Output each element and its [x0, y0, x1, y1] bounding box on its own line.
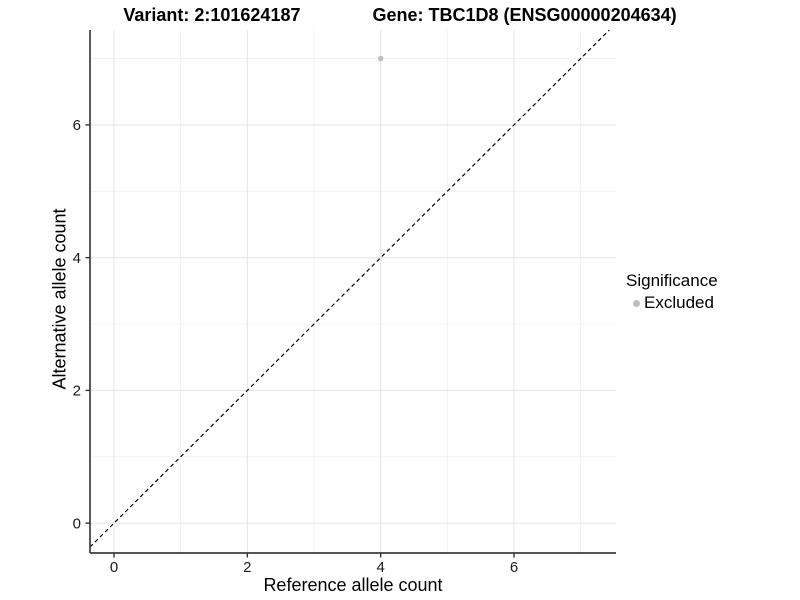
y-tick-label: 0: [73, 515, 81, 532]
grid-minor: [90, 30, 616, 553]
x-tick-label: 4: [376, 559, 384, 576]
gene-title: Gene: TBC1D8 (ENSG00000204634): [372, 5, 677, 25]
variant-title: Variant: 2:101624187: [123, 5, 301, 25]
x-axis-label: Reference allele count: [263, 575, 443, 595]
x-tick-label: 2: [243, 559, 251, 576]
legend-title: Significance: [626, 271, 718, 290]
y-tick-label: 2: [73, 383, 81, 400]
x-tick-label: 6: [510, 559, 518, 576]
plot-title-row: Variant: 2:101624187 Gene: TBC1D8 (ENSG0…: [0, 5, 800, 26]
y-tick-label: 4: [73, 250, 81, 267]
legend-item-label: Excluded: [644, 293, 714, 312]
grid-major: [90, 30, 616, 553]
y-axis-label: Alternative allele count: [49, 208, 70, 390]
tick-labels: 0 2 4 6 0 2 4 6: [73, 117, 519, 576]
axis-ticks: [85, 124, 515, 558]
y-tick-label: 6: [73, 117, 81, 134]
identity-dashed-line: [89, 29, 610, 548]
legend-item-excluded: Excluded: [626, 293, 718, 313]
axis-lines: [89, 30, 616, 554]
legend: Significance Excluded: [626, 271, 718, 313]
data-point: [377, 55, 384, 62]
excluded-point-swatch: [633, 299, 640, 307]
x-tick-label: 0: [110, 559, 118, 576]
